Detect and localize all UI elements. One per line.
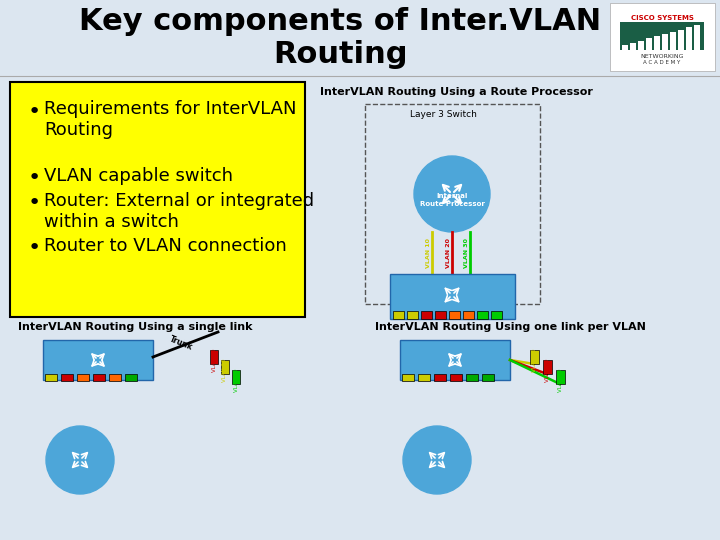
- Bar: [622, 45, 628, 50]
- FancyBboxPatch shape: [10, 82, 305, 317]
- Bar: [477, 311, 488, 319]
- Text: Router to VLAN connection: Router to VLAN connection: [44, 237, 287, 255]
- Bar: [449, 311, 460, 319]
- Bar: [491, 311, 502, 319]
- FancyBboxPatch shape: [390, 274, 515, 319]
- Bar: [556, 370, 565, 384]
- Circle shape: [403, 426, 471, 494]
- Bar: [646, 38, 652, 50]
- Circle shape: [46, 426, 114, 494]
- Text: •: •: [28, 193, 41, 213]
- Bar: [421, 311, 432, 319]
- Text: Key components of Inter.VLAN
Routing: Key components of Inter.VLAN Routing: [79, 6, 601, 69]
- Bar: [232, 370, 240, 384]
- Bar: [418, 374, 430, 381]
- FancyBboxPatch shape: [400, 340, 510, 380]
- Text: Layer 3 Switch: Layer 3 Switch: [410, 110, 477, 119]
- Text: VLAN 10: VLAN 10: [426, 238, 431, 268]
- Text: VLAN 20: VLAN 20: [446, 238, 451, 268]
- Bar: [77, 374, 89, 381]
- Text: Router: External or integrated
within a switch: Router: External or integrated within a …: [44, 192, 314, 231]
- Bar: [654, 36, 660, 50]
- Bar: [125, 374, 137, 381]
- Bar: [93, 374, 105, 381]
- Bar: [61, 374, 73, 381]
- Text: CISCO SYSTEMS: CISCO SYSTEMS: [631, 15, 693, 21]
- Circle shape: [414, 156, 490, 232]
- Bar: [686, 28, 692, 50]
- Bar: [638, 40, 644, 50]
- Bar: [530, 350, 539, 364]
- Bar: [393, 311, 404, 319]
- Bar: [434, 374, 446, 381]
- Text: VLAN 10: VLAN 10: [212, 348, 217, 372]
- Text: VLAN 30: VLAN 30: [558, 368, 563, 392]
- Bar: [662, 34, 668, 50]
- Text: •: •: [28, 238, 41, 258]
- FancyBboxPatch shape: [0, 0, 720, 75]
- Text: VLAN capable switch: VLAN capable switch: [44, 167, 233, 185]
- Text: VLAN 10: VLAN 10: [532, 348, 537, 372]
- Text: InterVLAN Routing Using a Route Processor: InterVLAN Routing Using a Route Processo…: [320, 87, 593, 97]
- Bar: [463, 311, 474, 319]
- Bar: [407, 311, 418, 319]
- Bar: [221, 360, 229, 374]
- FancyBboxPatch shape: [43, 340, 153, 380]
- Bar: [678, 30, 684, 50]
- Bar: [109, 374, 121, 381]
- Bar: [630, 43, 636, 50]
- Text: InterVLAN Routing Using a single link: InterVLAN Routing Using a single link: [18, 322, 253, 332]
- Text: InterVLAN Routing Using one link per VLAN: InterVLAN Routing Using one link per VLA…: [375, 322, 646, 332]
- Text: VLAN 30: VLAN 30: [464, 238, 469, 268]
- Bar: [466, 374, 478, 381]
- Text: VLAN 20: VLAN 20: [545, 359, 550, 382]
- Bar: [210, 350, 218, 364]
- Text: Internal
Route Processor: Internal Route Processor: [420, 193, 485, 206]
- Text: Requirements for InterVLAN
Routing: Requirements for InterVLAN Routing: [44, 100, 297, 139]
- Text: •: •: [28, 102, 41, 122]
- Text: VLAN 20: VLAN 20: [222, 359, 228, 382]
- FancyBboxPatch shape: [620, 22, 704, 50]
- Bar: [670, 32, 676, 50]
- Bar: [402, 374, 414, 381]
- Bar: [543, 360, 552, 374]
- Text: VLAN 30: VLAN 30: [233, 368, 238, 392]
- Text: A C A D E M Y: A C A D E M Y: [644, 60, 680, 65]
- Bar: [45, 374, 57, 381]
- Bar: [694, 25, 700, 50]
- Bar: [450, 374, 462, 381]
- FancyBboxPatch shape: [610, 3, 715, 71]
- Bar: [435, 311, 446, 319]
- Text: Trunk: Trunk: [168, 334, 194, 352]
- Text: NETWORKING: NETWORKING: [640, 55, 684, 59]
- Bar: [482, 374, 494, 381]
- Text: •: •: [28, 168, 41, 188]
